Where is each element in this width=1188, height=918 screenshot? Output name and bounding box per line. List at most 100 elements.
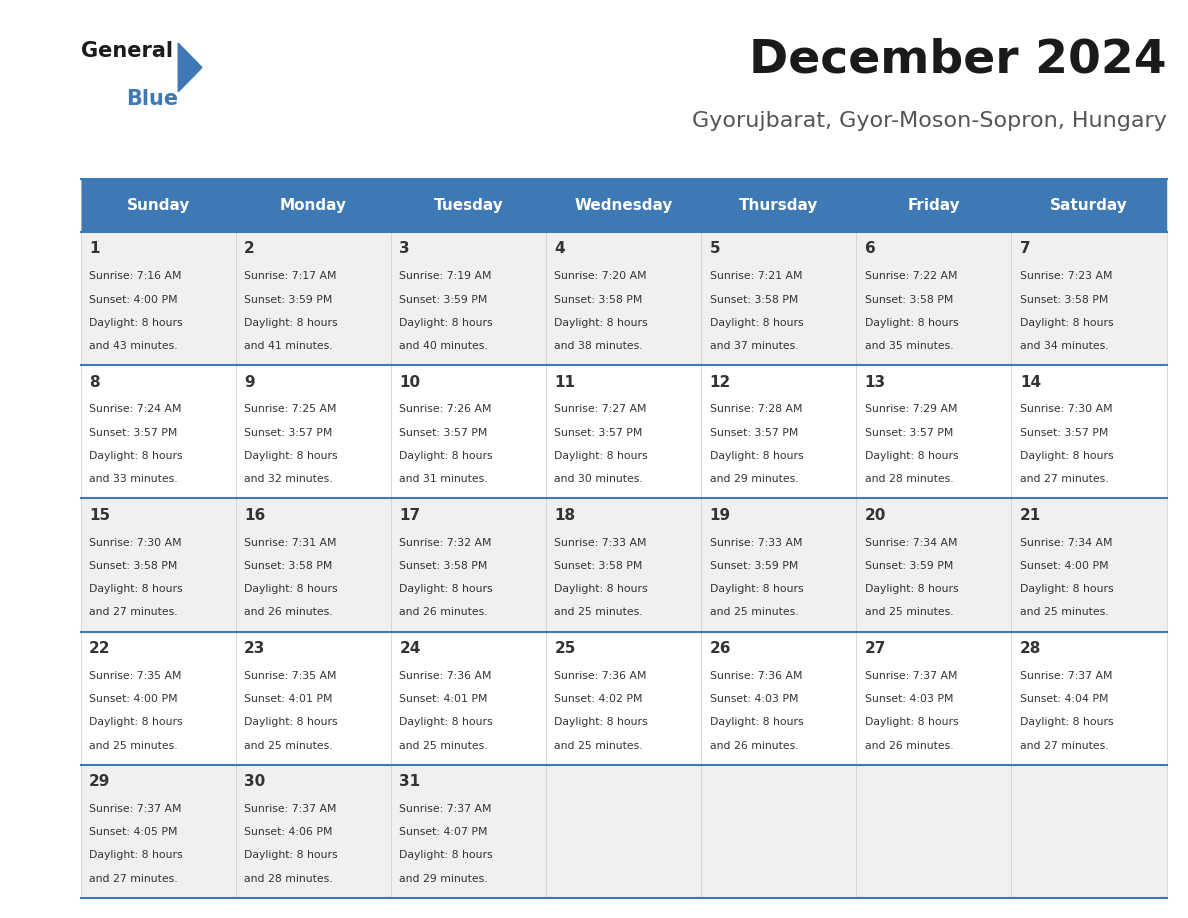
Bar	[81, 232, 236, 365]
Text: and 25 minutes.: and 25 minutes.	[245, 741, 333, 751]
Text: Thursday: Thursday	[739, 198, 819, 213]
Text: Gyorujbarat, Gyor-Moson-Sopron, Hungary: Gyorujbarat, Gyor-Moson-Sopron, Hungary	[691, 111, 1167, 131]
Bar	[546, 365, 701, 498]
Text: and 29 minutes.: and 29 minutes.	[399, 874, 488, 884]
Text: Sunset: 3:58 PM: Sunset: 3:58 PM	[709, 295, 798, 305]
Text: and 26 minutes.: and 26 minutes.	[399, 608, 488, 618]
Text: Daylight: 8 hours: Daylight: 8 hours	[1019, 717, 1113, 727]
Text: Sunrise: 7:36 AM: Sunrise: 7:36 AM	[399, 671, 492, 681]
Bar	[546, 498, 701, 632]
Text: Sunrise: 7:36 AM: Sunrise: 7:36 AM	[709, 671, 802, 681]
Text: and 26 minutes.: and 26 minutes.	[709, 741, 798, 751]
Bar	[81, 498, 236, 632]
Text: Sunrise: 7:29 AM: Sunrise: 7:29 AM	[865, 405, 958, 415]
Text: Sunrise: 7:37 AM: Sunrise: 7:37 AM	[245, 804, 336, 814]
Text: Sunrise: 7:32 AM: Sunrise: 7:32 AM	[399, 538, 492, 548]
Text: Sunrise: 7:16 AM: Sunrise: 7:16 AM	[89, 272, 182, 282]
Text: and 34 minutes.: and 34 minutes.	[1019, 341, 1108, 352]
Text: 23: 23	[245, 641, 266, 655]
Text: Sunset: 3:58 PM: Sunset: 3:58 PM	[555, 295, 643, 305]
Text: and 32 minutes.: and 32 minutes.	[245, 475, 333, 485]
Text: Sunrise: 7:37 AM: Sunrise: 7:37 AM	[89, 804, 182, 814]
Polygon shape	[178, 43, 202, 92]
Text: and 27 minutes.: and 27 minutes.	[89, 608, 178, 618]
Text: Daylight: 8 hours: Daylight: 8 hours	[89, 850, 183, 860]
Text: Daylight: 8 hours: Daylight: 8 hours	[555, 318, 649, 328]
Bar	[857, 232, 1011, 365]
Text: Daylight: 8 hours: Daylight: 8 hours	[245, 451, 337, 461]
Text: Sunrise: 7:36 AM: Sunrise: 7:36 AM	[555, 671, 647, 681]
Text: Sunset: 3:59 PM: Sunset: 3:59 PM	[709, 561, 798, 571]
Text: Daylight: 8 hours: Daylight: 8 hours	[399, 584, 493, 594]
Text: and 27 minutes.: and 27 minutes.	[1019, 475, 1108, 485]
Text: Wednesday: Wednesday	[575, 198, 672, 213]
Text: and 26 minutes.: and 26 minutes.	[245, 608, 333, 618]
Text: 21: 21	[1019, 508, 1041, 522]
Bar	[81, 179, 1167, 232]
Bar	[1011, 632, 1167, 765]
Text: Sunset: 4:03 PM: Sunset: 4:03 PM	[865, 694, 953, 704]
Text: Sunrise: 7:22 AM: Sunrise: 7:22 AM	[865, 272, 958, 282]
Text: Sunset: 4:00 PM: Sunset: 4:00 PM	[89, 694, 178, 704]
Text: Daylight: 8 hours: Daylight: 8 hours	[555, 584, 649, 594]
Text: Sunset: 4:00 PM: Sunset: 4:00 PM	[89, 295, 178, 305]
Text: and 41 minutes.: and 41 minutes.	[245, 341, 333, 352]
Text: and 40 minutes.: and 40 minutes.	[399, 341, 488, 352]
Text: Sunrise: 7:23 AM: Sunrise: 7:23 AM	[1019, 272, 1112, 282]
Text: Sunset: 3:59 PM: Sunset: 3:59 PM	[245, 295, 333, 305]
Text: Sunrise: 7:35 AM: Sunrise: 7:35 AM	[245, 671, 336, 681]
Text: 1: 1	[89, 241, 100, 256]
Text: 13: 13	[865, 375, 886, 389]
Bar	[81, 765, 236, 898]
Text: Daylight: 8 hours: Daylight: 8 hours	[709, 584, 803, 594]
Text: Sunrise: 7:34 AM: Sunrise: 7:34 AM	[865, 538, 958, 548]
Bar	[236, 365, 391, 498]
Text: 26: 26	[709, 641, 731, 655]
Text: Daylight: 8 hours: Daylight: 8 hours	[865, 451, 959, 461]
Text: Daylight: 8 hours: Daylight: 8 hours	[245, 318, 337, 328]
Text: Sunrise: 7:31 AM: Sunrise: 7:31 AM	[245, 538, 336, 548]
Text: Sunset: 4:00 PM: Sunset: 4:00 PM	[1019, 561, 1108, 571]
Bar	[391, 765, 546, 898]
Text: and 25 minutes.: and 25 minutes.	[89, 741, 178, 751]
Text: and 38 minutes.: and 38 minutes.	[555, 341, 643, 352]
Text: 11: 11	[555, 375, 575, 389]
Text: and 43 minutes.: and 43 minutes.	[89, 341, 178, 352]
Text: Daylight: 8 hours: Daylight: 8 hours	[709, 318, 803, 328]
Bar	[391, 632, 546, 765]
Text: Friday: Friday	[908, 198, 960, 213]
Text: Saturday: Saturday	[1050, 198, 1127, 213]
Text: 12: 12	[709, 375, 731, 389]
Text: Daylight: 8 hours: Daylight: 8 hours	[1019, 451, 1113, 461]
Text: December 2024: December 2024	[748, 37, 1167, 83]
Text: 8: 8	[89, 375, 100, 389]
Bar	[236, 765, 391, 898]
Text: 15: 15	[89, 508, 110, 522]
Text: and 25 minutes.: and 25 minutes.	[399, 741, 488, 751]
Text: 10: 10	[399, 375, 421, 389]
Text: and 28 minutes.: and 28 minutes.	[245, 874, 333, 884]
Text: Sunset: 4:07 PM: Sunset: 4:07 PM	[399, 827, 488, 837]
Text: Sunset: 4:04 PM: Sunset: 4:04 PM	[1019, 694, 1108, 704]
Text: Daylight: 8 hours: Daylight: 8 hours	[1019, 318, 1113, 328]
Bar	[701, 765, 857, 898]
Text: Sunset: 3:58 PM: Sunset: 3:58 PM	[865, 295, 953, 305]
Bar	[701, 365, 857, 498]
Text: Daylight: 8 hours: Daylight: 8 hours	[1019, 584, 1113, 594]
Text: Daylight: 8 hours: Daylight: 8 hours	[865, 717, 959, 727]
Text: Daylight: 8 hours: Daylight: 8 hours	[245, 717, 337, 727]
Text: General: General	[81, 41, 172, 62]
Text: Sunrise: 7:34 AM: Sunrise: 7:34 AM	[1019, 538, 1112, 548]
Text: 30: 30	[245, 774, 265, 789]
Bar	[701, 232, 857, 365]
Text: Daylight: 8 hours: Daylight: 8 hours	[399, 717, 493, 727]
Text: Sunrise: 7:33 AM: Sunrise: 7:33 AM	[709, 538, 802, 548]
Text: Daylight: 8 hours: Daylight: 8 hours	[399, 850, 493, 860]
Text: Sunrise: 7:20 AM: Sunrise: 7:20 AM	[555, 272, 647, 282]
Text: 24: 24	[399, 641, 421, 655]
Text: 16: 16	[245, 508, 265, 522]
Text: 25: 25	[555, 641, 576, 655]
Text: 17: 17	[399, 508, 421, 522]
Text: Sunrise: 7:26 AM: Sunrise: 7:26 AM	[399, 405, 492, 415]
Bar	[81, 365, 236, 498]
